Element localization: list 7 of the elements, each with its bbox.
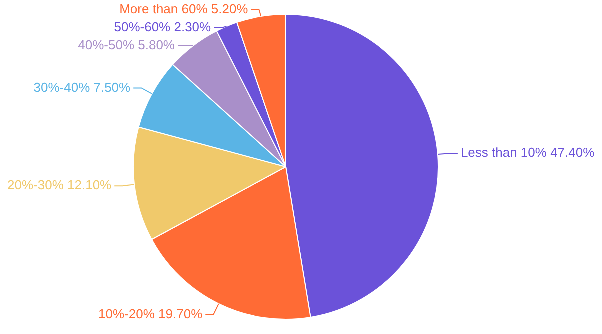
slice-label: 10%-20% 19.70%	[98, 306, 204, 322]
slice-label: More than 60% 5.20%	[120, 2, 249, 17]
slice-label: 30%-40% 7.50%	[34, 80, 132, 95]
slice-label: 20%-30% 12.10%	[8, 178, 112, 193]
slice-label: 40%-50% 5.80%	[78, 38, 176, 53]
slice-label: Less than 10% 47.40%	[460, 145, 596, 160]
slice-label: 50%-60% 2.30%	[114, 20, 212, 35]
